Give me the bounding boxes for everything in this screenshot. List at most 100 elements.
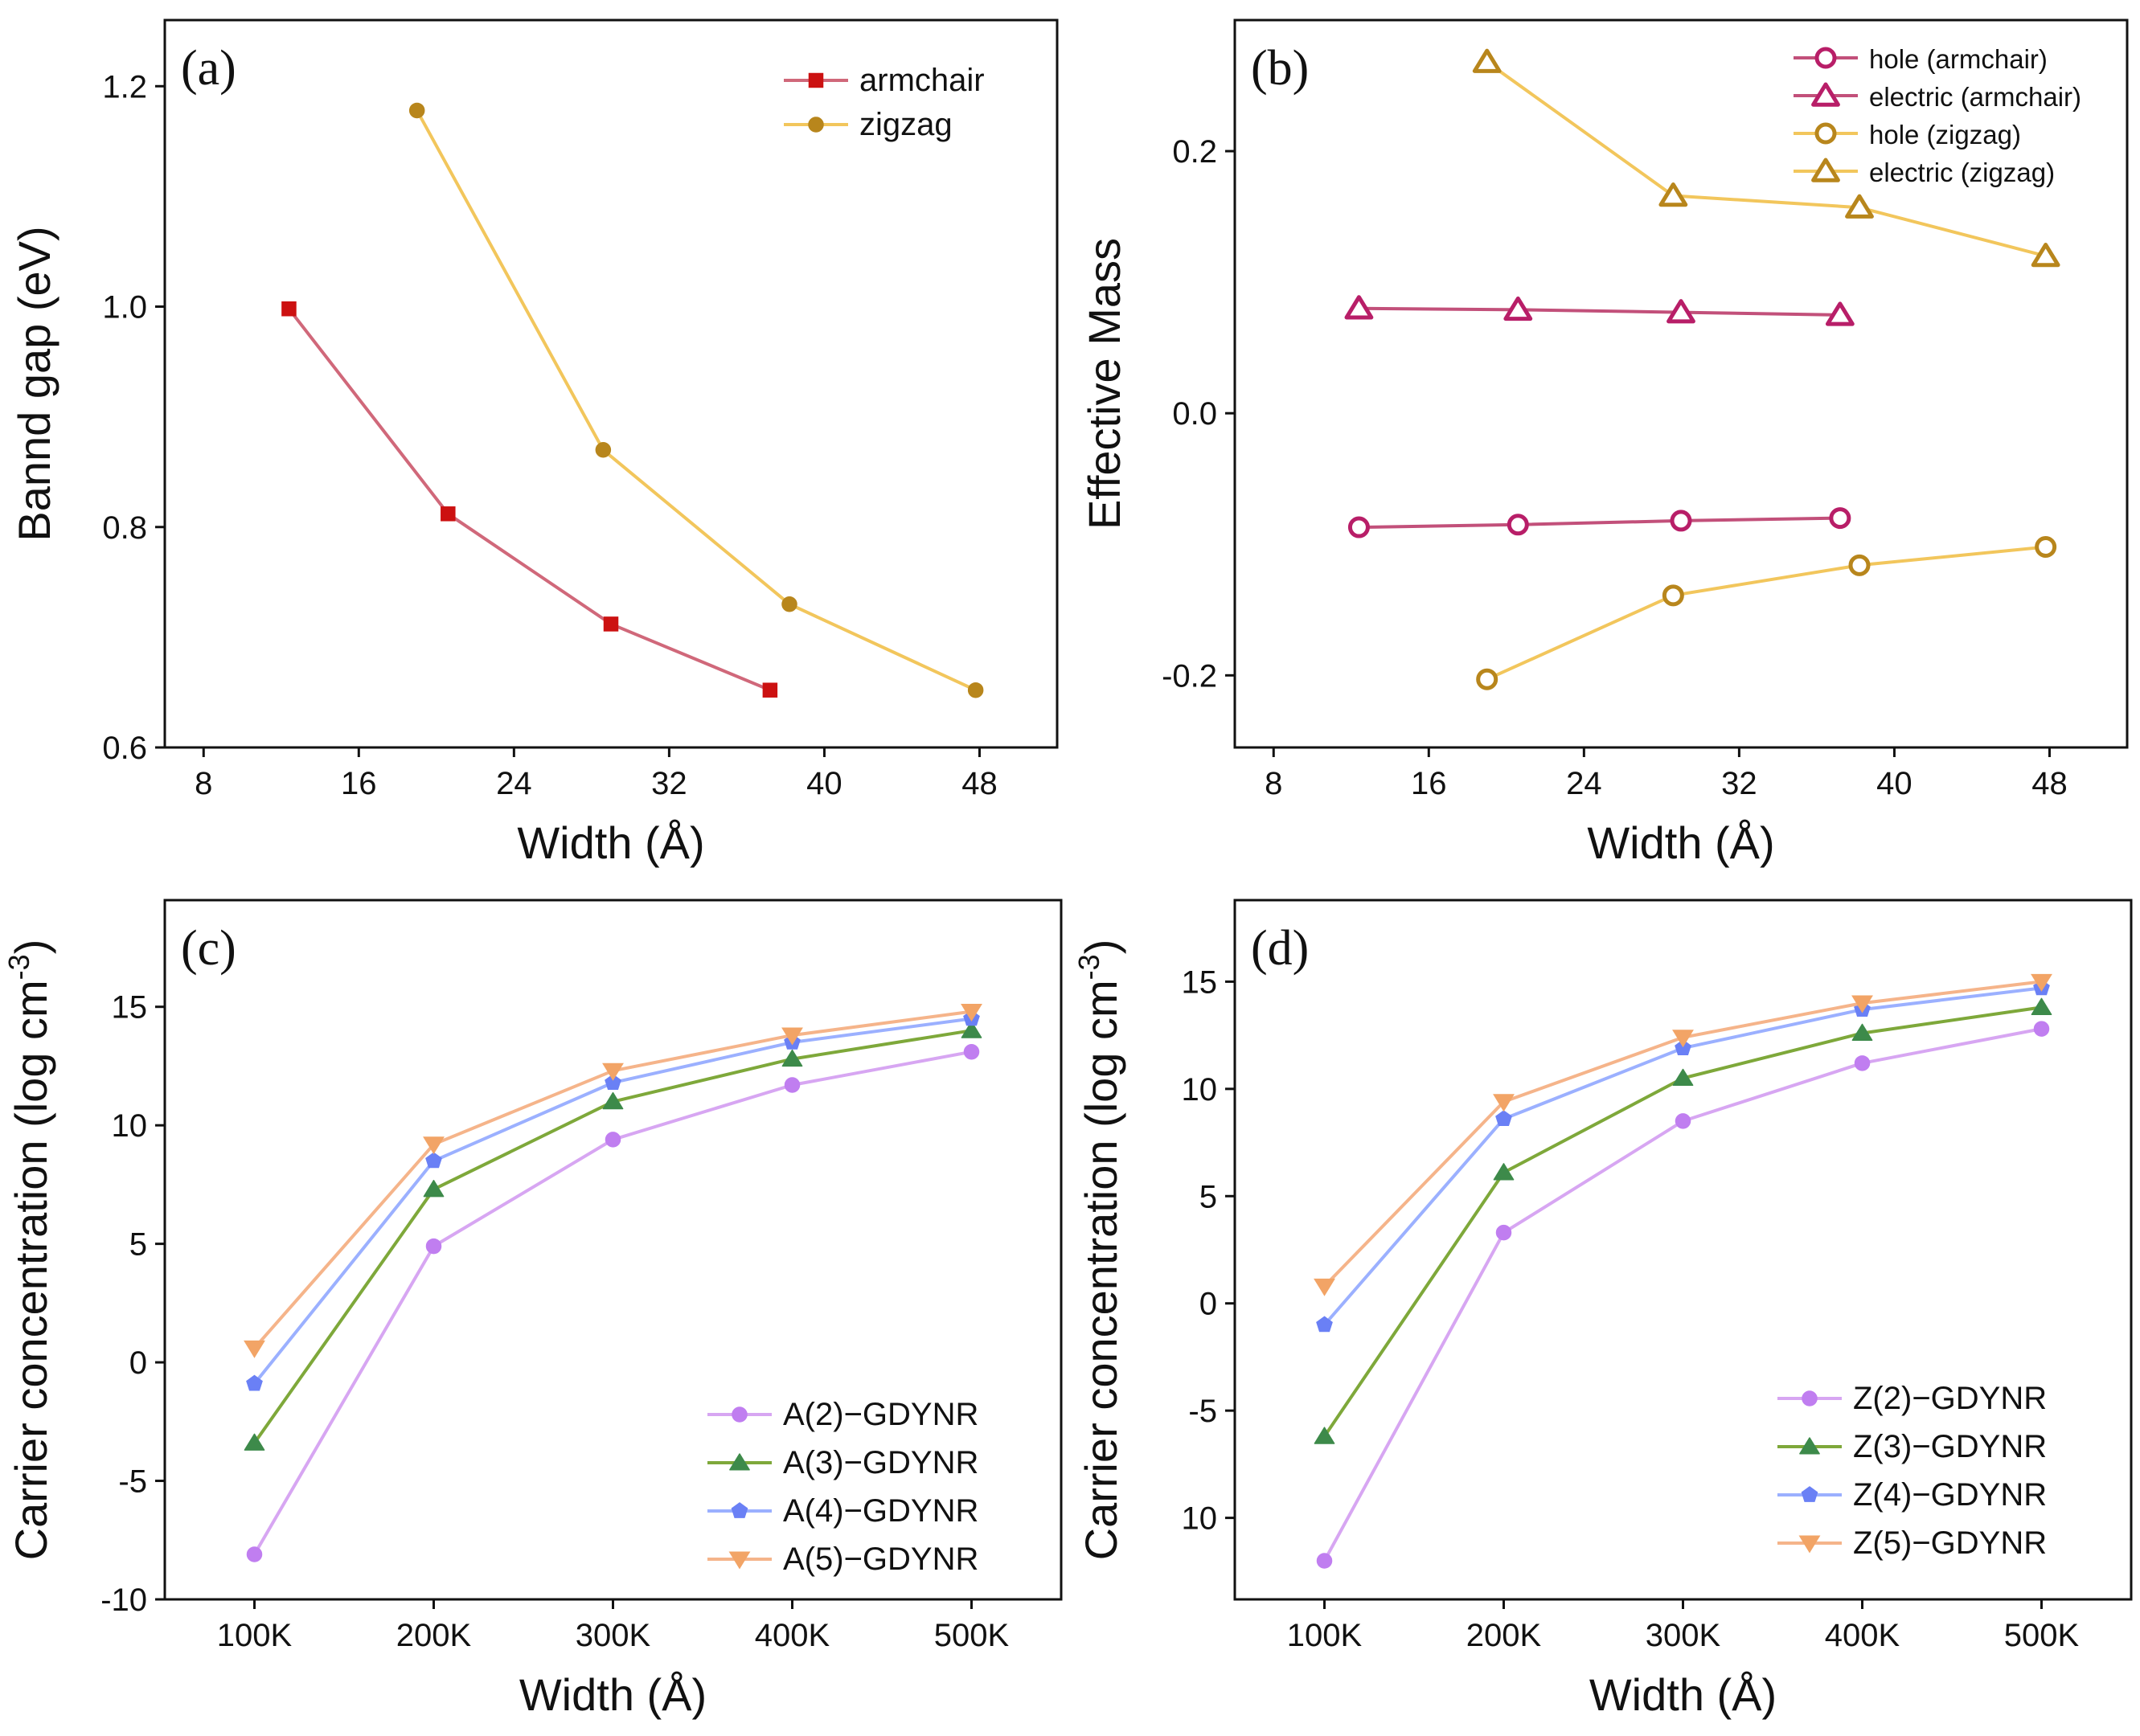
x-tick-label: 200K — [396, 1618, 472, 1653]
x-tick-label: 100K — [1287, 1618, 1363, 1653]
data-point — [2031, 243, 2060, 268]
legend-label: hole (armchair) — [1869, 44, 2048, 74]
x-tick-label: 48 — [2031, 766, 2068, 801]
y-tick-label: 10 — [1182, 1501, 1218, 1537]
series-armchair — [281, 301, 778, 698]
series-a-2-gdynr — [246, 1043, 980, 1562]
x-tick-label: 300K — [576, 1618, 651, 1653]
legend-label: A(5)−GDYNR — [783, 1542, 978, 1577]
data-point — [961, 1021, 982, 1038]
data-point — [967, 682, 984, 698]
x-tick-label: 400K — [755, 1618, 830, 1653]
x-axis-label: Width (Å) — [1589, 1669, 1777, 1720]
y-tick-label: 10 — [1182, 1072, 1218, 1108]
data-point — [1672, 1030, 1694, 1048]
legend-marker — [732, 1406, 748, 1423]
y-axis-label: Carrier concentration (log cm-3) — [2, 940, 56, 1561]
x-tick-label: 500K — [2004, 1618, 2080, 1653]
data-point — [1314, 1278, 1335, 1296]
data-point — [1658, 182, 1688, 207]
y-axis-label-close: ) — [1076, 940, 1126, 955]
series-z-3-gdynr — [1314, 997, 2052, 1444]
data-point — [1854, 1055, 1871, 1071]
data-point — [1666, 299, 1695, 324]
series-line — [415, 109, 977, 692]
series-hole-zigzag- — [1476, 536, 2057, 690]
y-tick-label: -5 — [1188, 1394, 1217, 1429]
x-tick-label: 8 — [1265, 766, 1282, 801]
y-tick-label: -0.2 — [1162, 658, 1217, 694]
y-tick-label: 5 — [1199, 1179, 1217, 1214]
data-point — [1503, 296, 1533, 321]
y-tick-label: 0.2 — [1172, 134, 1217, 170]
legend-label: electric (armchair) — [1869, 82, 2081, 112]
data-point — [1316, 1316, 1333, 1333]
series-line — [1323, 980, 2042, 1288]
legend-marker — [1814, 122, 1837, 145]
x-tick-label: 16 — [1411, 766, 1447, 801]
data-point — [1476, 668, 1498, 690]
data-point — [1347, 516, 1370, 538]
data-point — [781, 596, 797, 612]
series-a-5-gdynr — [244, 1004, 982, 1358]
y-axis-label-superscript: -3 — [1072, 954, 1105, 980]
y-axis-label: Carrier concentration (log cm-3) — [1072, 940, 1126, 1561]
legend-label: electric (zigzag) — [1869, 158, 2055, 187]
panel-label: (a) — [181, 41, 236, 96]
legend-label: armchair — [859, 63, 985, 98]
y-axis-label-text: Carrier concentration (log cm — [1076, 980, 1126, 1560]
plot-frame — [163, 18, 1059, 749]
y-axis-label: Bannd gap (eV) — [9, 226, 59, 541]
panel-a-band-gap-chart: 8 16 24 32 40 48 0.6 0.8 1.0 1.2 Width (Å) Bannd ga… — [9, 18, 1059, 868]
legend-marker — [1799, 1437, 1820, 1455]
data-point — [781, 1049, 803, 1067]
series-a-3-gdynr — [244, 1021, 982, 1451]
legend-marker — [1798, 1535, 1821, 1554]
series-line — [1486, 545, 2046, 682]
legend-label: hole (zigzag) — [1869, 120, 2021, 149]
legend-marker — [729, 1453, 750, 1471]
legend-marker — [1814, 47, 1837, 69]
data-point — [2031, 997, 2052, 1015]
panel-label: (c) — [181, 921, 236, 976]
x-tick-label: 32 — [1721, 766, 1757, 801]
data-point — [605, 1074, 621, 1090]
data-point — [602, 1062, 624, 1081]
series-z-2-gdynr — [1316, 1021, 2050, 1569]
y-tick-label: 10 — [112, 1108, 148, 1144]
legend: armchair zigzag — [784, 63, 985, 142]
data-point — [1495, 1110, 1512, 1127]
legend-marker — [1811, 158, 1840, 182]
y-tick-label: 0.8 — [102, 510, 147, 546]
series-electric-zigzag- — [1472, 48, 2060, 268]
data-point — [408, 102, 425, 119]
data-point — [762, 682, 778, 698]
x-tick-label: 48 — [961, 766, 998, 801]
series-line — [1359, 306, 1840, 317]
x-axis-label: Width (Å) — [517, 817, 704, 868]
y-axis-label: Effective Mass — [1079, 238, 1129, 530]
data-point — [244, 1433, 265, 1451]
data-point — [1845, 194, 1874, 219]
legend-label: Z(5)−GDYNR — [1853, 1525, 2047, 1561]
data-point — [1344, 295, 1374, 320]
data-point — [2031, 973, 2052, 992]
y-tick-label: 15 — [1182, 964, 1218, 1000]
panel-c-armchair-carrier-concentration-chart: 100K 200K 300K 400K 500K -10 -5 0 5 10 15 Width (Å)… — [2, 899, 1063, 1720]
x-tick-label: 300K — [1646, 1618, 1721, 1653]
panel-label: (b) — [1251, 41, 1309, 96]
series-line — [287, 308, 771, 692]
series-line — [252, 1009, 972, 1349]
series-line — [1359, 516, 1840, 530]
x-tick-label: 40 — [806, 766, 842, 801]
data-point — [425, 1238, 442, 1255]
x-axis-label: Width (Å) — [519, 1669, 707, 1720]
y-axis-label-text: Carrier concentration (log cm — [6, 980, 56, 1560]
legend-marker — [808, 72, 824, 88]
data-point — [1829, 507, 1851, 530]
legend-label: Z(4)−GDYNR — [1853, 1477, 2047, 1513]
y-axis-label-close: ) — [6, 940, 56, 955]
data-point — [1495, 1224, 1512, 1241]
legend-label: Z(3)−GDYNR — [1853, 1429, 2047, 1464]
y-tick-label: 0.6 — [102, 731, 147, 766]
